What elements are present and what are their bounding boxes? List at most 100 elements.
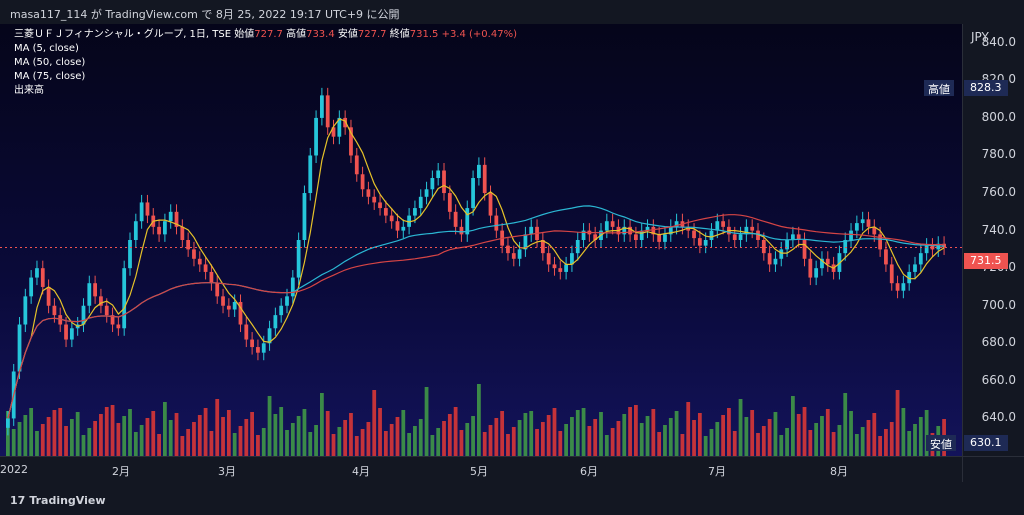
candle-body — [122, 268, 127, 329]
volume-bar — [128, 409, 132, 456]
volume-bar — [75, 412, 80, 456]
candle-body — [244, 324, 249, 340]
candle-body — [936, 243, 941, 250]
price-tick-660: 660.0 — [981, 372, 1016, 387]
candle-body — [354, 155, 359, 175]
candle-body — [767, 253, 772, 265]
candle-body — [593, 234, 598, 240]
candle-body — [482, 164, 487, 194]
candle-body — [215, 283, 220, 297]
volume-bar — [715, 422, 720, 456]
volume-bar — [616, 421, 621, 456]
legend: 三菱ＵＦＪフィナンシャル・グループ, 1日, TSE 始値727.7 高値733… — [14, 28, 517, 98]
candle-body — [145, 202, 150, 216]
volume-bar — [64, 426, 68, 456]
volume-bar — [302, 409, 307, 456]
volume-bar — [232, 433, 237, 456]
volume-bar — [918, 417, 923, 456]
legend-volume[interactable]: 出来高 — [14, 85, 44, 96]
legend-ma50[interactable]: MA (50, close) — [14, 57, 86, 68]
tradingview-brand: 17 TradingView — [10, 494, 106, 507]
volume-bar — [663, 425, 667, 456]
volume-bar — [889, 422, 894, 456]
candle-body — [360, 174, 365, 190]
volume-bar — [378, 408, 382, 456]
volume-bar — [692, 420, 696, 456]
candle-body — [40, 268, 45, 287]
volume-bar — [459, 430, 464, 456]
volume-bar — [750, 410, 755, 456]
legend-ma5[interactable]: MA (5, close) — [14, 43, 79, 54]
volume-bar — [506, 434, 510, 456]
volume-bar — [622, 414, 627, 456]
candle-body — [901, 283, 906, 291]
candle-body — [279, 305, 284, 316]
candle-body — [81, 305, 86, 325]
candle-body — [337, 117, 342, 137]
candle-body — [575, 240, 580, 254]
candle-body — [564, 264, 569, 272]
candle-body — [343, 117, 348, 128]
time-axis[interactable]: 2022 2月 3月 4月 5月 6月 7月 8月 — [0, 456, 962, 482]
candle-body — [157, 226, 161, 235]
candle-body — [290, 277, 295, 297]
high-value: 733.4 — [306, 29, 335, 40]
candle-body — [174, 211, 179, 227]
candle-body — [634, 234, 638, 240]
volume-bar — [471, 416, 475, 456]
price-axis[interactable]: JPY 640.0660.0680.0700.0720.0740.0760.07… — [962, 24, 1024, 456]
volume-bar — [680, 434, 685, 456]
volume-bar — [238, 426, 243, 456]
volume-bar — [837, 425, 842, 456]
candle-body — [314, 117, 318, 156]
volume-bar — [529, 411, 534, 456]
candle-body — [843, 240, 848, 254]
candle-body — [192, 249, 196, 259]
candle-body — [197, 258, 202, 265]
candle-body — [488, 193, 493, 216]
candle-body — [436, 170, 441, 179]
volume-bar — [535, 429, 539, 456]
volume-bar — [250, 412, 255, 456]
volume-bar — [686, 402, 691, 456]
volume-bar — [488, 425, 493, 456]
footer: 17 TradingView — [0, 482, 1024, 515]
volume-bar — [81, 435, 86, 456]
candle-body — [889, 264, 894, 284]
price-chart[interactable] — [0, 24, 962, 456]
volume-bar — [634, 405, 638, 456]
candle-body — [506, 245, 510, 254]
legend-ma75[interactable]: MA (75, close) — [14, 71, 86, 82]
volume-bar — [168, 420, 173, 456]
volume-bar — [581, 408, 586, 456]
candle-body — [261, 343, 266, 353]
volume-bar — [122, 416, 127, 456]
candle-body — [453, 211, 458, 227]
volume-bar — [570, 417, 574, 456]
volume-bar — [523, 413, 528, 456]
volume-bar — [395, 417, 400, 456]
candle-body — [256, 347, 260, 353]
chart-pane[interactable] — [0, 24, 962, 456]
candle-body — [849, 230, 853, 240]
candle-body — [35, 268, 39, 278]
volume-bar — [366, 422, 371, 456]
volume-bar — [767, 419, 772, 456]
ma5-line — [7, 118, 945, 419]
volume-bar — [901, 408, 906, 456]
candle-body — [674, 221, 679, 227]
volume-bar — [866, 420, 871, 456]
candle-body — [604, 221, 609, 231]
candle-body — [651, 226, 656, 235]
candle-body — [116, 324, 121, 329]
low-label: 安値 — [337, 29, 358, 40]
volume-bar — [186, 429, 191, 456]
tradingview-logo-icon: 17 — [10, 494, 26, 507]
candle-body — [104, 305, 109, 316]
candle-body — [732, 234, 737, 240]
candle-body — [383, 208, 388, 216]
candle-body — [791, 234, 795, 240]
candle-body — [645, 226, 650, 231]
volume-bar — [383, 431, 388, 456]
volume-bar — [261, 428, 266, 456]
